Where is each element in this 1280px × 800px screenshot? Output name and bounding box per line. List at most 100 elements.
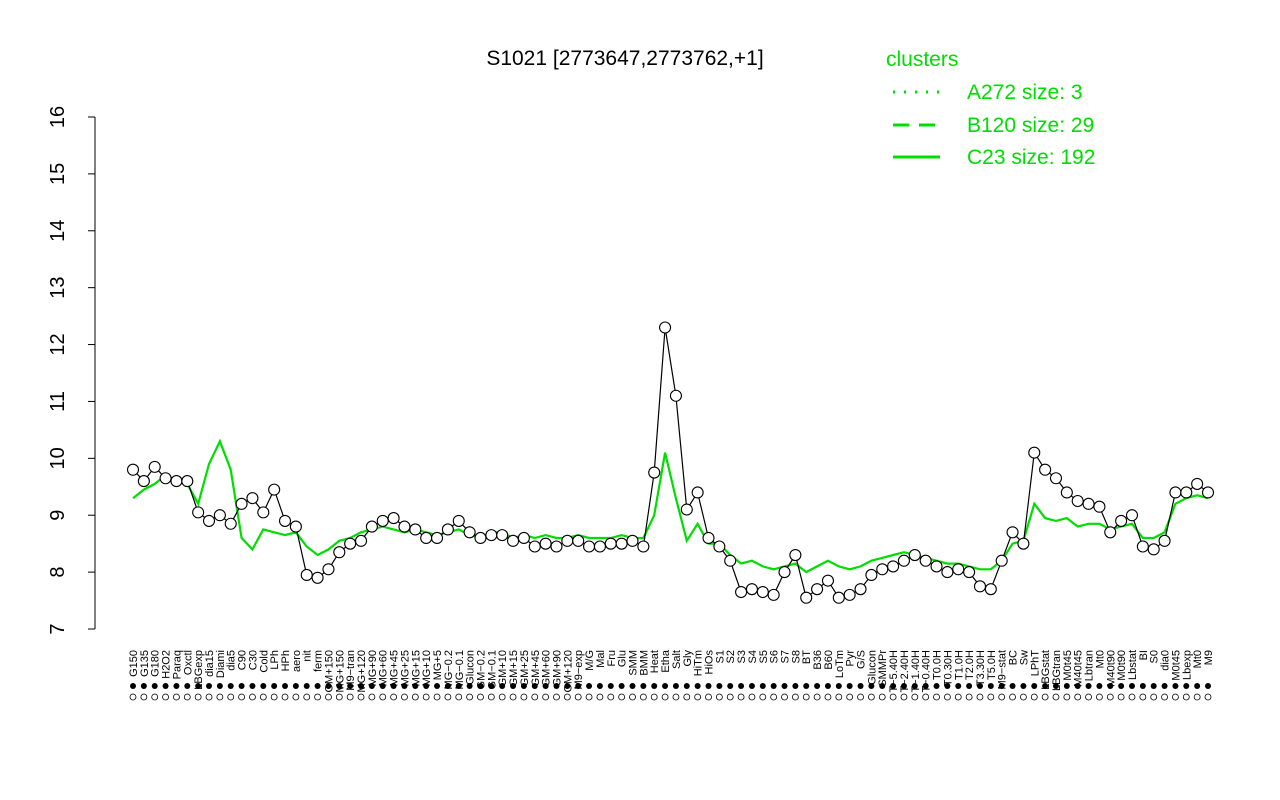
legend-entry-label: C23 size: 192 xyxy=(967,146,1095,169)
y-tick-label: 13 xyxy=(47,277,69,299)
x-ticks: G150G135G180H2O2ParaqOxctlLBGexpdia15Dia… xyxy=(128,649,1215,701)
x-tick-label: HiOs xyxy=(704,650,716,675)
x-tick-label: aero xyxy=(291,650,303,672)
x-rug-mark xyxy=(900,693,908,701)
x-rug-mark xyxy=(553,693,560,701)
x-rug-mark xyxy=(824,683,831,689)
x-rug-mark xyxy=(1161,693,1168,701)
x-rug-mark xyxy=(955,683,962,689)
x-rug-mark xyxy=(998,683,1005,689)
data-point xyxy=(832,591,845,604)
x-tick-label: MG+150 xyxy=(334,650,346,693)
x-rug-mark xyxy=(1205,683,1211,689)
x-tick-label: Salt xyxy=(671,650,683,669)
data-point xyxy=(767,588,780,601)
x-rug-mark xyxy=(705,693,712,701)
x-rug-mark xyxy=(650,693,658,701)
data-point xyxy=(659,321,672,334)
y-tick-label: 7 xyxy=(47,623,69,634)
data-point xyxy=(843,588,856,601)
data-point xyxy=(474,531,487,545)
y-tick-label: 14 xyxy=(47,220,69,242)
x-rug-mark xyxy=(520,693,528,701)
x-tick-label: LBGtran xyxy=(1051,650,1063,691)
data-point xyxy=(854,583,867,596)
x-rug-mark xyxy=(140,693,148,701)
data-point xyxy=(1201,486,1215,499)
x-tick-label: Sw xyxy=(1018,650,1030,665)
data-point xyxy=(202,514,216,527)
x-rug-mark xyxy=(1139,683,1146,689)
data-point xyxy=(246,492,259,505)
x-tick-label: T0.0H xyxy=(932,650,944,680)
x-tick-label: MG+10 xyxy=(421,650,433,686)
x-rug-mark xyxy=(835,693,843,701)
data-point xyxy=(463,526,476,539)
x-tick-label: T−5.40H xyxy=(888,650,900,693)
x-tick-label: S2 xyxy=(725,650,737,663)
x-tick-label: C30 xyxy=(247,650,259,670)
x-rug-mark xyxy=(510,683,517,689)
x-rug-mark xyxy=(900,683,907,689)
data-point xyxy=(984,583,997,596)
x-tick-label: T−2.40H xyxy=(899,650,911,693)
x-tick-label: Heat xyxy=(649,650,661,673)
data-point xyxy=(278,514,292,527)
x-rug-mark xyxy=(1052,693,1060,701)
data-point xyxy=(778,566,791,579)
data-point xyxy=(691,486,704,499)
x-rug-mark xyxy=(1009,693,1016,701)
x-rug-mark xyxy=(867,693,875,701)
x-rug-mark xyxy=(814,683,821,689)
x-rug-mark xyxy=(260,683,267,689)
x-tick-label: G135 xyxy=(139,650,151,677)
x-tick-label: LoTm xyxy=(834,650,846,678)
x-rug-mark xyxy=(651,683,658,689)
x-tick-label: LPh xyxy=(269,650,281,670)
data-point xyxy=(507,534,520,547)
x-rug-mark xyxy=(1020,693,1027,701)
x-rug-mark xyxy=(249,693,256,701)
x-tick-label: Oxctl xyxy=(182,650,194,675)
x-rug-mark xyxy=(694,683,701,689)
x-rug-mark xyxy=(1020,683,1027,689)
series-layer xyxy=(126,321,1215,604)
x-rug-mark xyxy=(966,683,973,689)
x-tick-label: T2.0H xyxy=(964,650,976,680)
x-rug-mark xyxy=(922,693,930,701)
x-rug-mark xyxy=(1074,683,1081,689)
data-point xyxy=(724,554,737,567)
x-rug-mark xyxy=(1030,693,1038,701)
x-tick-label: HiTm xyxy=(693,650,705,676)
data-point xyxy=(908,548,921,562)
x-tick-label: MG+45 xyxy=(389,650,401,686)
x-tick-label: LPhT xyxy=(1029,650,1041,677)
x-rug-mark xyxy=(824,693,832,701)
data-point xyxy=(344,537,357,550)
x-rug-mark xyxy=(748,683,755,689)
x-rug-mark xyxy=(412,683,419,689)
x-rug-mark xyxy=(738,683,745,689)
x-rug-mark xyxy=(998,693,1006,701)
x-rug-mark xyxy=(1172,693,1179,701)
x-rug-mark xyxy=(857,693,864,701)
x-rug-mark xyxy=(206,683,213,689)
y-ticks: 7 8 9 10 11 12 13 14 15 16 xyxy=(47,106,95,635)
x-rug-mark xyxy=(596,693,604,701)
x-tick-label: Pyr xyxy=(845,650,857,667)
data-point xyxy=(289,520,302,533)
x-tick-label: MG+5 xyxy=(432,650,444,680)
x-tick-label: HPh xyxy=(280,650,292,671)
x-rug-mark xyxy=(238,683,245,689)
data-point xyxy=(821,574,834,587)
x-rug-mark xyxy=(238,693,245,701)
x-tick-label: M0t90 xyxy=(1116,650,1128,681)
data-point xyxy=(1136,540,1149,553)
data-point xyxy=(876,563,889,576)
data-point xyxy=(669,389,682,402)
data-point xyxy=(572,534,585,547)
x-rug-mark xyxy=(705,683,712,689)
x-rug-mark xyxy=(455,693,463,701)
data-point xyxy=(387,512,400,525)
